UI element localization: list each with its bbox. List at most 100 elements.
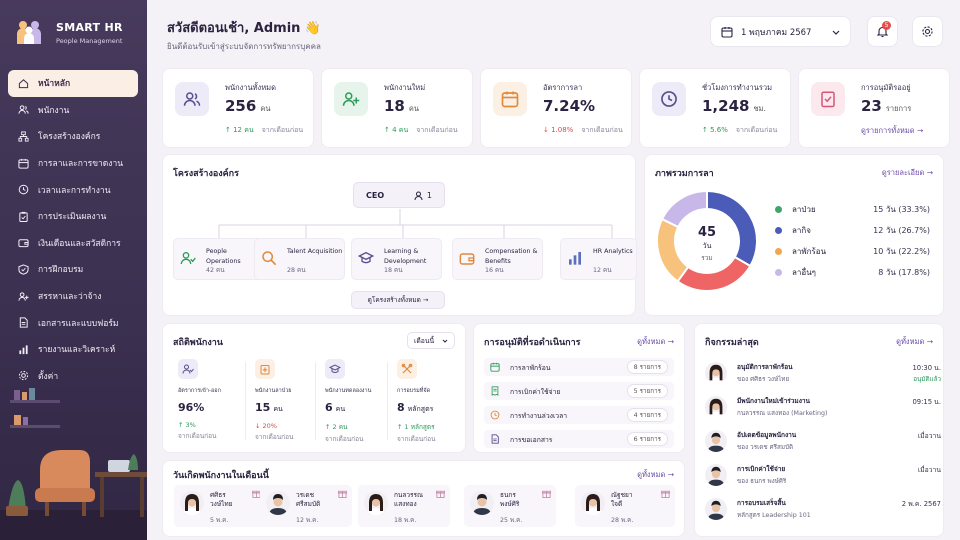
department-card-2[interactable]: Learning & Development 18 คน	[351, 238, 442, 280]
period-filter-value: เดือนนี้	[414, 337, 435, 345]
sidebar-item-4[interactable]: เวลาและการทำงาน	[8, 176, 138, 203]
donut-total: 45	[697, 225, 717, 240]
date-picker[interactable]: 1 พฤษภาคม 2567	[710, 16, 851, 47]
birthday-date: 28 พ.ค.	[611, 517, 634, 524]
brand[interactable]: SMART HR People Management	[14, 18, 123, 48]
birthday-card-2[interactable]: กนลวรรณ แสงทอง 18 พ.ค.	[358, 485, 450, 527]
approval-label: การขอเอกสาร	[510, 435, 553, 444]
donut-slice-3[interactable]	[660, 189, 708, 229]
employee-stat-trend: ↑ 2 คน	[325, 423, 348, 431]
stat-value: 1,248 ชม.	[702, 97, 766, 115]
activity-item-4[interactable]: การอบรมเสร็จสิ้น หลักสูตร Leadership 101 2…	[705, 496, 941, 528]
activity-title: มีพนักงานใหม่เข้าร่วมงาน	[737, 397, 810, 405]
department-card-0[interactable]: People Operations 42 คน	[173, 238, 264, 280]
calendar-icon	[490, 362, 500, 372]
activity-item-1[interactable]: มีพนักงานใหม่เข้าร่วมงาน กนลวรรณ แสงทอง (…	[705, 394, 941, 426]
department-card-4[interactable]: HR Analytics 12 คน	[560, 238, 637, 280]
gear-icon	[922, 26, 933, 37]
employee-stat-label: พนักงานทดลองงาน	[325, 388, 372, 394]
approval-item-2[interactable]: การทำงานล่วงเวลา 4 รายการ	[484, 406, 674, 424]
stat-trend: ↑ 5.6% จากเดือนก่อน	[702, 126, 778, 134]
medical-icon	[260, 365, 270, 375]
activity-subtitle: ของ ธนกร พงษ์ศิริ	[737, 478, 787, 485]
sidebar-item-8[interactable]: สรรหาและว่าจ้าง	[8, 283, 138, 310]
chart-icon	[569, 252, 581, 265]
sidebar-item-1[interactable]: พนักงาน	[8, 97, 138, 124]
sidebar-item-9[interactable]: เอกสารและแบบฟอร์ม	[8, 309, 138, 336]
leave-overview-card: ภาพรวมการลา ดูรายละเอียด → 45 วัน รวม ลา…	[644, 154, 944, 316]
activity-view-all-link[interactable]: ดูทั้งหมด →	[896, 337, 933, 346]
view-org-button[interactable]: ดูโครงสร้างทั้งหมด →	[351, 291, 445, 309]
sidebar-item-5[interactable]: การประเมินผลงาน	[8, 203, 138, 230]
approvals-view-all-link[interactable]: ดูทั้งหมด →	[637, 337, 674, 346]
stat-icon-box	[811, 82, 845, 116]
sidebar-item-label: เวลาและการทำงาน	[38, 185, 111, 196]
employee-stats-card: สถิติพนักงาน เดือนนี้ อัตราการเข้า-ออก 96…	[162, 323, 466, 453]
department-card-3[interactable]: Compensation & Benefits 16 คน	[452, 238, 543, 280]
birthday-card-1[interactable]: วรเดช ศรีสมบัติ 12 พ.ค.	[260, 485, 352, 527]
approval-item-3[interactable]: การขอเอกสาร 6 รายการ	[484, 430, 674, 448]
birthday-card-3[interactable]: ธนกร พงษ์ศิริ 25 พ.ค.	[464, 485, 556, 527]
leave-details-link[interactable]: ดูรายละเอียด →	[881, 168, 933, 177]
activity-time: เมื่อวาน	[917, 432, 941, 440]
notification-button[interactable]: 5	[867, 16, 898, 47]
person-check-icon	[182, 364, 194, 374]
gear-icon	[18, 371, 29, 381]
female-avatar-icon	[705, 396, 727, 418]
sidebar-item-10[interactable]: รายงานและวิเคราะห์	[8, 336, 138, 363]
leave-donut-chart	[656, 189, 758, 292]
sidebar-item-label: เงินเดือนและสวัสดิการ	[38, 238, 121, 249]
employee-stat-note: จากเดือนก่อน	[255, 433, 294, 441]
birthdays-view-all-link[interactable]: ดูทั้งหมด →	[637, 470, 674, 479]
sidebar-item-0[interactable]: หน้าหลัก	[8, 70, 138, 97]
department-icon	[261, 250, 279, 268]
sidebar-item-label: หน้าหลัก	[38, 79, 71, 90]
department-icon	[357, 250, 376, 268]
sidebar-item-2[interactable]: โครงสร้างองค์กร	[8, 123, 138, 150]
department-card-1[interactable]: Talent Acquisition 28 คน	[254, 238, 345, 280]
employee-stat-label: การอบรมที่จัด	[397, 388, 431, 394]
stat-card-3[interactable]: ชั่วโมงการทำงานรวม 1,248 ชม. ↑ 5.6% จากเดือน…	[639, 68, 791, 148]
sidebar-item-6[interactable]: เงินเดือนและสวัสดิการ	[8, 230, 138, 257]
users-icon	[18, 105, 29, 115]
stat-card-4[interactable]: การอนุมัติรออยู่ 23 รายการ ดูรายการทั้งหมด …	[798, 68, 950, 148]
legend-value: 10 วัน (22.2%)	[873, 247, 930, 256]
sidebar-item-3[interactable]: การลาและการขาดงาน	[8, 150, 138, 177]
birthday-name: ณัฐชยา ใจดี	[611, 491, 633, 508]
org-structure-title: โครงสร้างองค์กร	[173, 169, 239, 179]
stat-card-0[interactable]: พนักงานทั้งหมด 256 คน ↑ 12 คน จากเดือนก่อน	[162, 68, 314, 148]
birthday-date: 5 พ.ค.	[210, 517, 229, 524]
employee-stat-1: พนักงานลาป่วย 15 คน ↓ 20% จากเดือนก่อน	[255, 359, 325, 442]
birthday-date: 25 พ.ค.	[500, 517, 523, 524]
stat-card-1[interactable]: พนักงานใหม่ 18 คน ↑ 4 คน จากเดือนก่อน	[321, 68, 473, 148]
legend-item-2: ลาพักร้อน 10 วัน (22.2%)	[775, 245, 930, 258]
settings-button[interactable]	[912, 16, 943, 47]
stat-trend: ↓ 1.08% จากเดือนก่อน	[543, 126, 623, 134]
ceo-label: CEO	[366, 190, 385, 200]
org-ceo-node[interactable]: CEO 1	[353, 182, 445, 208]
sidebar-item-7[interactable]: การฝึกอบรม	[8, 256, 138, 283]
brand-name: SMART HR	[56, 21, 123, 34]
home-icon	[18, 78, 29, 88]
stat-icon-box	[652, 82, 686, 116]
legend-dot	[775, 227, 782, 234]
activity-item-2[interactable]: อัปเดตข้อมูลพนักงาน ของ วรเดช ศรีสมบัติ เม…	[705, 428, 941, 460]
male-avatar-icon	[705, 430, 727, 452]
sidebar-item-label: เอกสารและแบบฟอร์ม	[38, 318, 119, 329]
stat-card-2[interactable]: อัตราการลา 7.24% ↓ 1.08% จากเดือนก่อน	[480, 68, 632, 148]
stat-unit: ชม.	[753, 104, 766, 113]
approval-item-0[interactable]: การลาพักร้อน 8 รายการ	[484, 358, 674, 376]
calendar-icon	[18, 158, 29, 169]
brand-subtitle: People Management	[56, 37, 123, 45]
stat-unit: รายการ	[885, 104, 912, 113]
activity-item-3[interactable]: การเบิกค่าใช้จ่าย ของ ธนกร พงษ์ศิริ เมื่อว…	[705, 462, 941, 494]
period-filter-select[interactable]: เดือนนี้	[407, 332, 455, 349]
birthday-card-4[interactable]: ณัฐชยา ใจดี 28 พ.ค.	[575, 485, 675, 527]
birthday-card-0[interactable]: ศศิธร วงษ์ไทย 5 พ.ค.	[174, 485, 266, 527]
sidebar-item-11[interactable]: ตั้งค่า	[8, 363, 138, 390]
activity-item-0[interactable]: อนุมัติการลาพักร้อน ของ ศศิธร วงษ์ไทย 10:3…	[705, 360, 941, 392]
view-all-approvals-link[interactable]: ดูรายการทั้งหมด →	[861, 126, 924, 135]
approval-item-1[interactable]: การเบิกค่าใช้จ่าย 5 รายการ	[484, 382, 674, 400]
female-avatar-icon	[705, 362, 727, 384]
tools-icon	[401, 363, 413, 374]
